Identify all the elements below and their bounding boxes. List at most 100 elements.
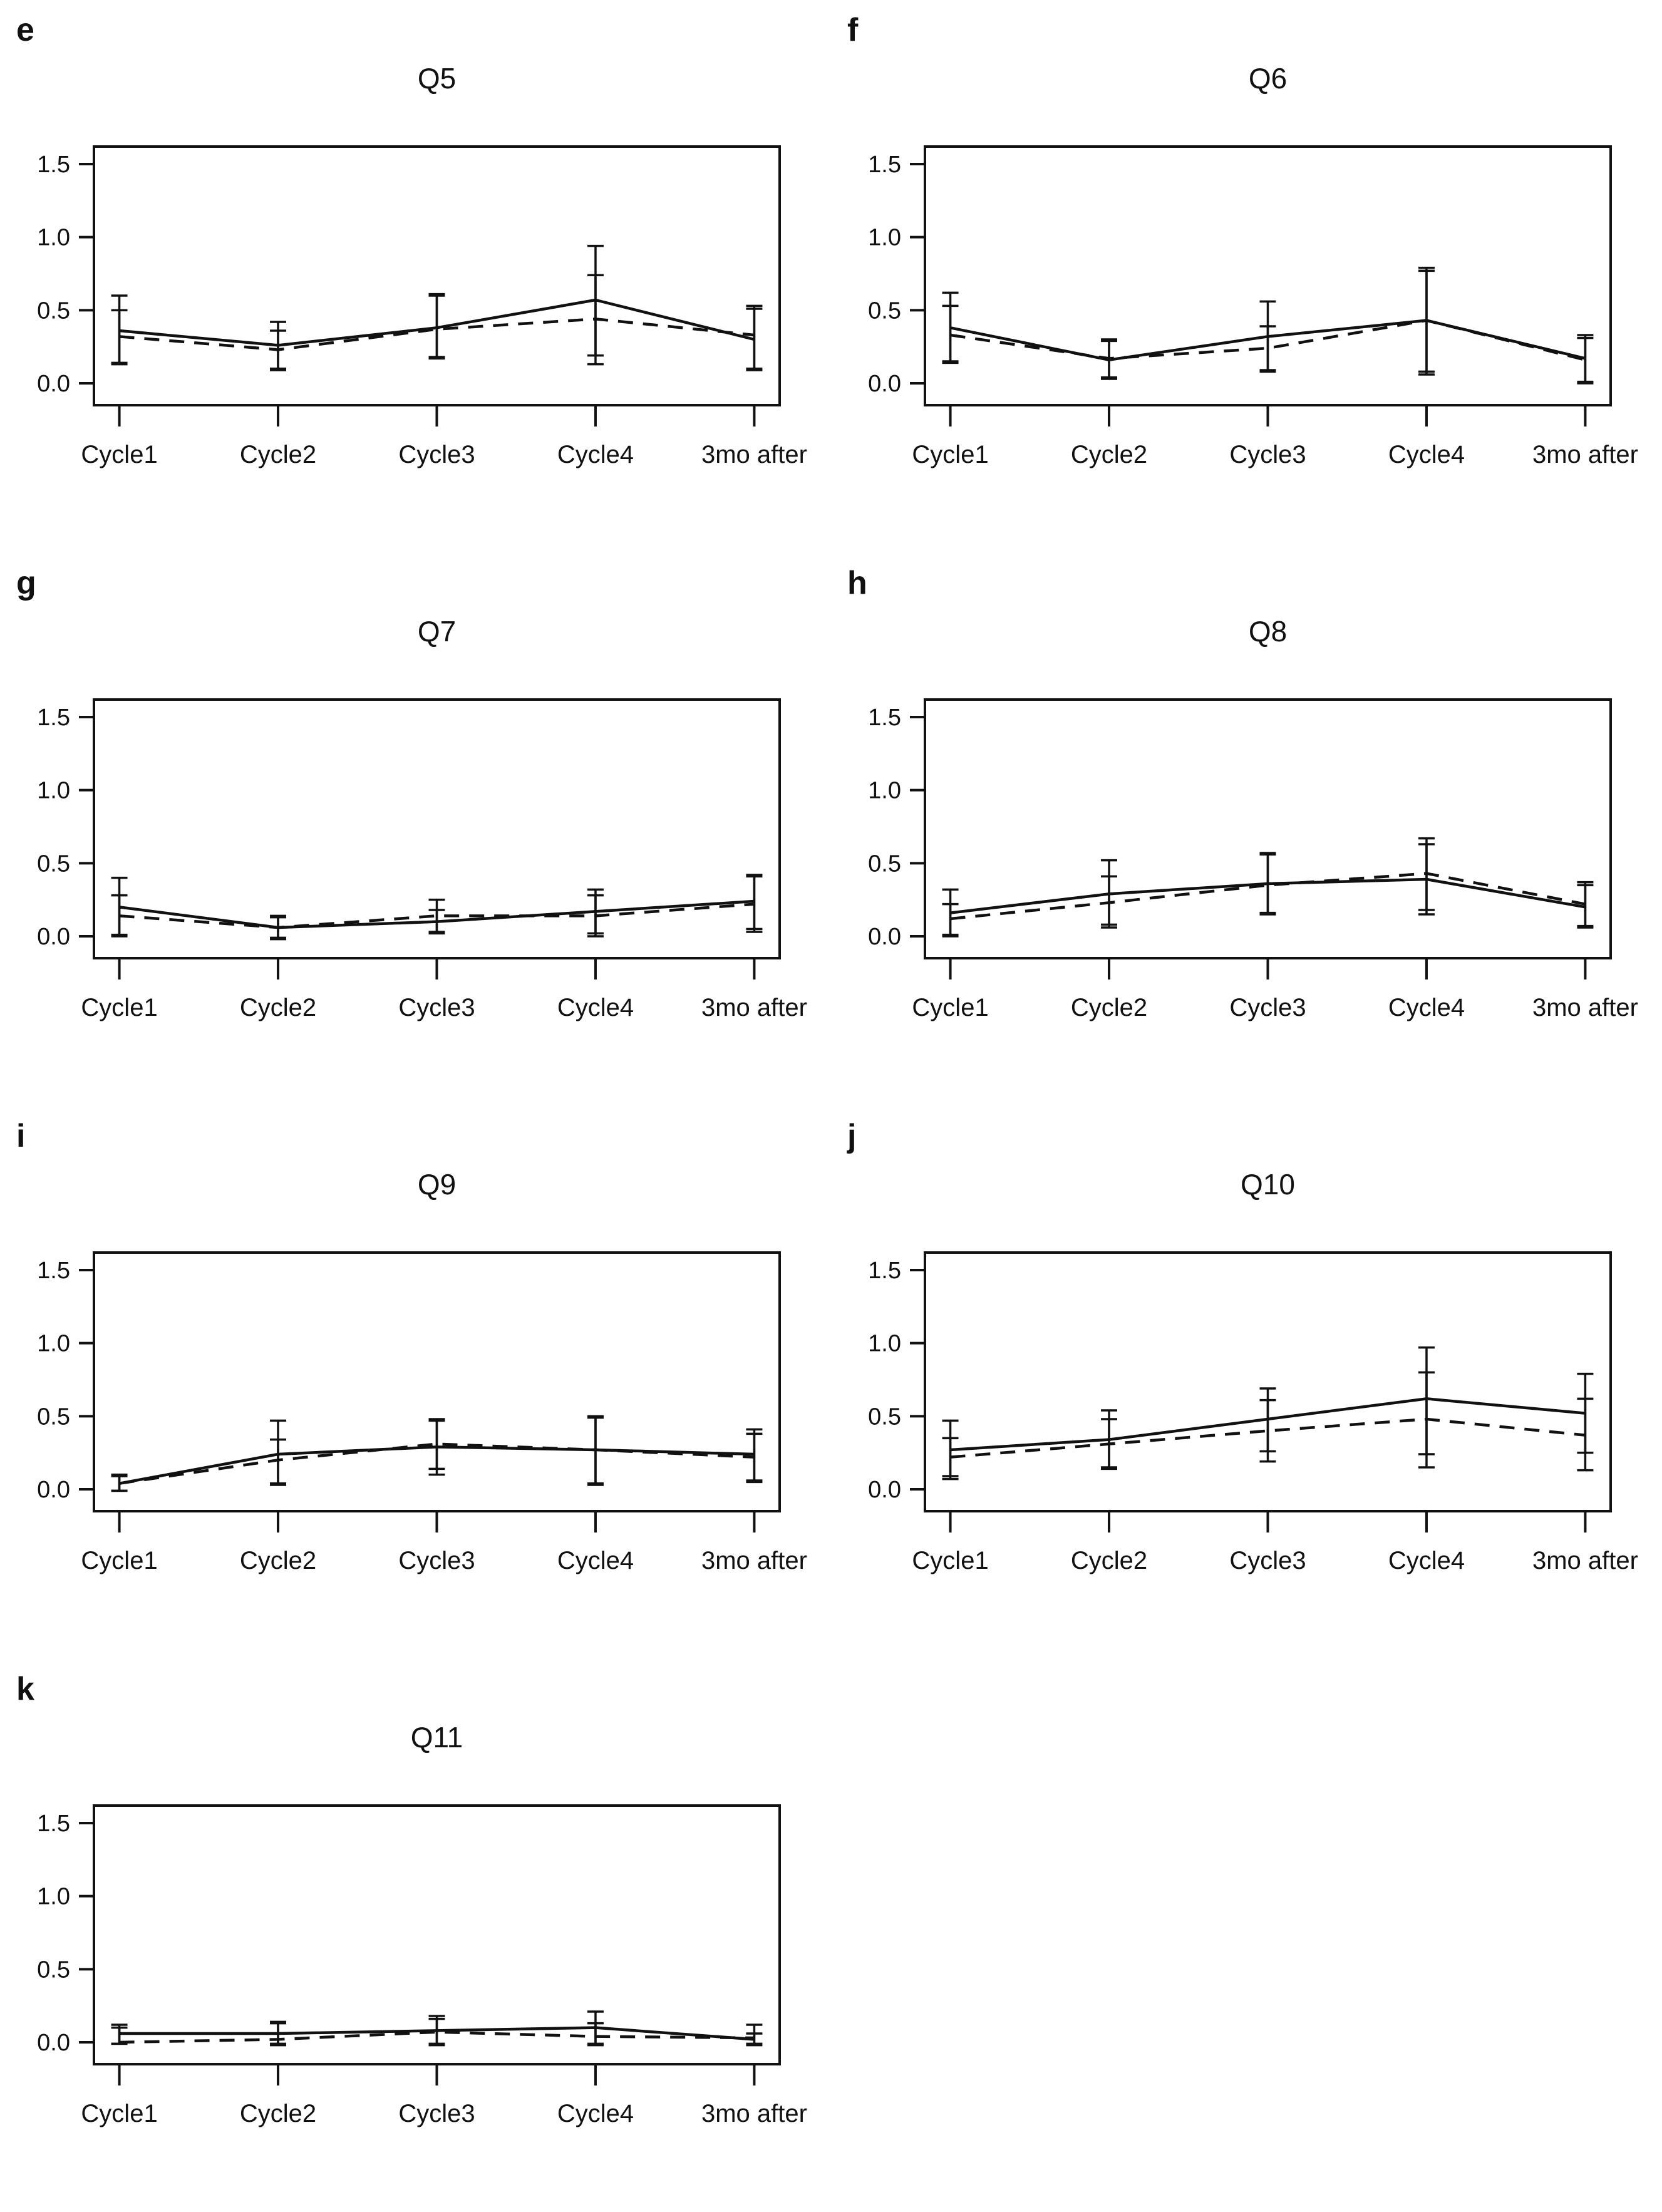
x-tick-label: Cycle3: [1229, 441, 1306, 468]
x-tick-label: Cycle2: [1071, 441, 1147, 468]
plot-area: 0.0 0.5 1.0 1.5 Cycle1 Cycle2 Cycle3 Cycle4 3mo …: [868, 1251, 1638, 1574]
x-tick-label: Cycle4: [557, 1547, 634, 1574]
panel-letter: j: [847, 1118, 857, 1154]
x-tick-label: Cycle3: [1229, 994, 1306, 1021]
y-tick-label: 1.5: [37, 1811, 70, 1837]
y-tick-label: 1.5: [868, 152, 901, 178]
y-tick-label: 1.5: [37, 152, 70, 178]
chart-title: Q11: [410, 1721, 463, 1754]
series-line-solid: [950, 1397, 1586, 1452]
x-tick-label: Cycle2: [1071, 994, 1147, 1021]
x-tick-label: Cycle1: [81, 441, 157, 468]
x-tick-label: 3mo after: [1532, 994, 1638, 1021]
y-tick-label: 0.5: [868, 1403, 901, 1430]
y-tick-label: 1.5: [868, 1258, 901, 1284]
chart-panel-q11: k Q11 0.0 0.5 1.0 1.5 Cycle1 Cycle2 Cycle3 Cycl…: [0, 1659, 831, 2212]
x-tick-label: Cycle4: [1388, 994, 1465, 1021]
series-line-dashed: [119, 2030, 755, 2044]
y-tick-label: 1.0: [868, 1331, 901, 1357]
series-line-solid: [119, 2026, 755, 2041]
chart-title: Q7: [417, 615, 457, 648]
panel-letter: e: [16, 12, 34, 48]
y-tick-label: 0.0: [868, 371, 901, 397]
chart-panel-q7: g Q7 0.0 0.5 1.0 1.5 Cycle1 Cycle2 Cycle3 Cycle…: [0, 553, 831, 1106]
x-tick-label: Cycle3: [398, 2100, 475, 2127]
y-tick-label: 0.0: [37, 924, 70, 950]
series-line-dashed: [119, 318, 755, 351]
x-tick-label: Cycle1: [912, 1547, 988, 1574]
x-tick-label: Cycle2: [240, 2100, 316, 2127]
x-tick-label: 3mo after: [701, 1547, 807, 1574]
y-tick-label: 0.5: [37, 1403, 70, 1430]
series-line-dashed: [119, 1442, 755, 1485]
y-tick-label: 0.0: [37, 1477, 70, 1503]
x-tick-label: Cycle3: [398, 441, 475, 468]
y-tick-label: 0.0: [37, 2030, 70, 2056]
panel-letter: h: [847, 565, 867, 601]
series-line-solid: [119, 899, 755, 929]
x-tick-label: Cycle1: [81, 2100, 157, 2127]
x-tick-label: Cycle3: [398, 994, 475, 1021]
chart-title: Q6: [1248, 62, 1288, 95]
x-tick-label: Cycle2: [240, 441, 316, 468]
x-tick-label: Cycle3: [1229, 1547, 1306, 1574]
y-tick-label: 1.0: [37, 1884, 70, 1910]
y-tick-label: 1.0: [37, 778, 70, 804]
x-tick-label: Cycle4: [557, 2100, 634, 2127]
series-line-dashed: [950, 1417, 1586, 1459]
x-tick-label: 3mo after: [701, 2100, 807, 2127]
x-tick-label: Cycle1: [912, 441, 988, 468]
x-tick-label: Cycle2: [240, 994, 316, 1021]
y-tick-label: 0.5: [37, 850, 70, 877]
plot-area: 0.0 0.5 1.0 1.5 Cycle1 Cycle2 Cycle3 Cycle4 3mo …: [868, 145, 1638, 468]
chart-panel-q8: h Q8 0.0 0.5 1.0 1.5 Cycle1 Cycle2 Cycle3 Cycle…: [831, 553, 1662, 1106]
series-line-dashed: [950, 872, 1586, 921]
chart-title: Q9: [417, 1168, 457, 1201]
y-tick-label: 1.0: [37, 1331, 70, 1357]
panel-letter: i: [16, 1118, 26, 1154]
chart-title: Q10: [1241, 1168, 1295, 1201]
y-tick-label: 1.0: [37, 225, 70, 251]
x-tick-label: Cycle4: [1388, 441, 1465, 468]
x-tick-label: Cycle3: [398, 1547, 475, 1574]
y-tick-label: 1.5: [868, 705, 901, 731]
x-tick-label: Cycle1: [912, 994, 988, 1021]
chart-panel-q9: i Q9 0.0 0.5 1.0 1.5 Cycle1 Cycle2 Cycle3 Cycle…: [0, 1106, 831, 1659]
plot-box: [93, 145, 781, 406]
chart-panel-q6: f Q6 0.0 0.5 1.0 1.5 Cycle1 Cycle2 Cycle3 Cycle…: [831, 0, 1662, 553]
y-tick-label: 1.5: [37, 1258, 70, 1284]
x-tick-label: Cycle1: [81, 1547, 157, 1574]
y-tick-label: 1.0: [868, 225, 901, 251]
chart-panel-q10: j Q10 0.0 0.5 1.0 1.5 Cycle1 Cycle2 Cycle3 Cycl…: [831, 1106, 1662, 1659]
x-tick-label: 3mo after: [1532, 1547, 1638, 1574]
y-tick-label: 0.5: [868, 297, 901, 324]
y-tick-label: 0.5: [37, 1956, 70, 1983]
series-line-solid: [950, 877, 1586, 914]
y-tick-label: 0.0: [868, 924, 901, 950]
x-tick-label: Cycle2: [1071, 1547, 1147, 1574]
y-tick-label: 0.5: [868, 850, 901, 877]
x-tick-label: Cycle4: [557, 994, 634, 1021]
plot-box: [924, 1251, 1612, 1512]
plot-box: [924, 698, 1612, 959]
y-tick-label: 0.5: [37, 297, 70, 324]
plot-area: 0.0 0.5 1.0 1.5 Cycle1 Cycle2 Cycle3 Cycle4 3mo …: [868, 698, 1638, 1021]
x-tick-label: Cycle2: [240, 1547, 316, 1574]
panel-letter: f: [847, 12, 859, 48]
x-tick-label: 3mo after: [701, 441, 807, 468]
chart-title: Q8: [1248, 615, 1288, 648]
panel-letter: g: [16, 565, 36, 601]
panel-letter: k: [16, 1671, 34, 1707]
plot-area: 0.0 0.5 1.0 1.5 Cycle1 Cycle2 Cycle3 Cycle4 3mo …: [37, 145, 807, 468]
series-line-solid: [119, 298, 755, 347]
series-line-dashed: [119, 902, 755, 929]
x-tick-label: Cycle1: [81, 994, 157, 1021]
empty-cell: [831, 1659, 1662, 2212]
y-tick-label: 0.0: [37, 371, 70, 397]
x-tick-label: Cycle4: [557, 441, 634, 468]
x-tick-label: 3mo after: [701, 994, 807, 1021]
y-tick-label: 0.0: [868, 1477, 901, 1503]
plot-area: 0.0 0.5 1.0 1.5 Cycle1 Cycle2 Cycle3 Cycle4 3mo …: [37, 698, 807, 1021]
x-tick-label: Cycle4: [1388, 1547, 1465, 1574]
